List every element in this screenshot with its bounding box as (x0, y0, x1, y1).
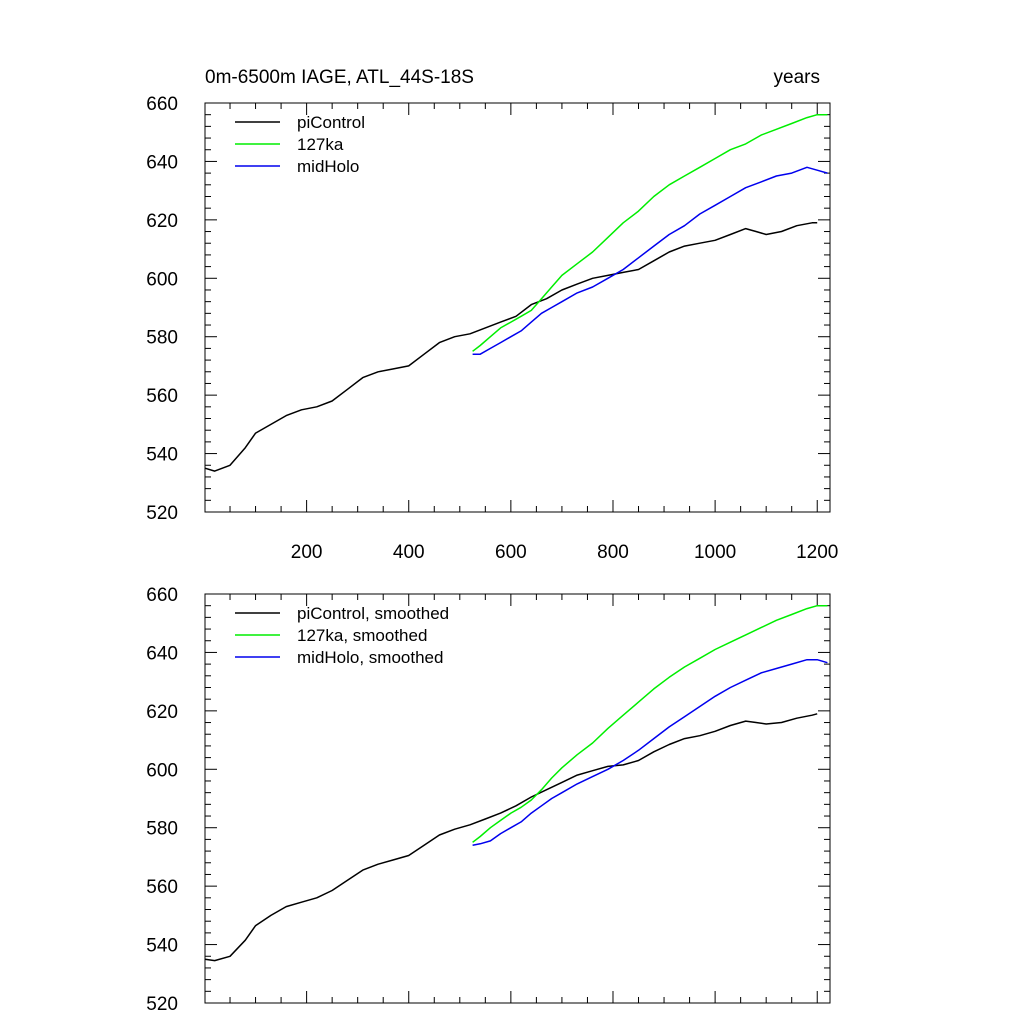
x-tick-label: 200 (291, 542, 323, 563)
legend-label: midHolo, smoothed (297, 648, 443, 667)
legend-label: midHolo (297, 157, 359, 176)
x-tick-label: 400 (393, 542, 425, 563)
legend-label: piControl (297, 113, 365, 132)
series-line-midholo (472, 658, 828, 846)
y-tick-label: 620 (146, 702, 178, 723)
x-tick-label: 1200 (796, 542, 838, 563)
y-tick-label: 540 (146, 445, 178, 466)
plot-frame (204, 593, 831, 1004)
y-tick-label: 540 (146, 936, 178, 957)
y-tick-label: 560 (146, 877, 178, 898)
units-label: years (774, 67, 820, 88)
series-line-picontrol (204, 713, 818, 962)
series-line-127ka (472, 113, 828, 352)
x-tick-label: 1000 (694, 542, 736, 563)
y-tick-label: 660 (146, 94, 178, 115)
legend-label: 127ka, smoothed (297, 626, 427, 645)
y-tick-label: 520 (146, 503, 178, 524)
plot-title: 0m-6500m IAGE, ATL_44S-18S (205, 67, 474, 88)
legend-label: 127ka (297, 135, 344, 154)
series-line-picontrol (204, 222, 818, 472)
x-tick-label: 800 (597, 542, 629, 563)
raw-series-panel: 520 540 560 580 600 620 640 660 200 400 600 800 1000… (146, 94, 838, 563)
y-tick-label: 640 (146, 643, 178, 664)
y-tick-label: 640 (146, 152, 178, 173)
series-line-midholo (472, 166, 828, 355)
y-tick-label: 600 (146, 760, 178, 781)
smoothed-series-panel: 520 540 560 580 600 620 640 660 piControl, smoot… (146, 585, 831, 1015)
x-tick-label: 600 (495, 542, 527, 563)
y-tick-label: 560 (146, 386, 178, 407)
y-tick-label: 620 (146, 211, 178, 232)
y-tick-label: 600 (146, 269, 178, 290)
legend-label: piControl, smoothed (297, 604, 449, 623)
series-line-127ka (472, 604, 828, 843)
plot-frame (204, 102, 831, 513)
y-tick-label: 580 (146, 328, 178, 349)
y-tick-label: 660 (146, 585, 178, 606)
y-tick-label: 580 (146, 819, 178, 840)
y-tick-label: 520 (146, 994, 178, 1015)
